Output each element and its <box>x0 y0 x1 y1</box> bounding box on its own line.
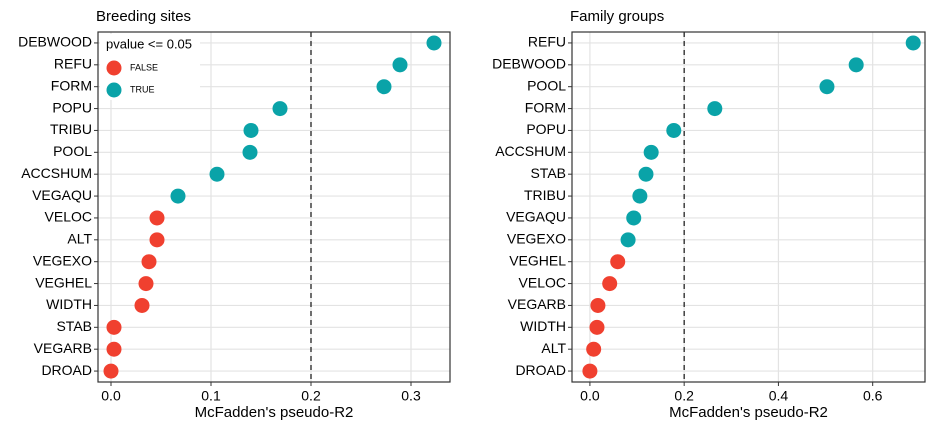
y-tick-label: FORM <box>525 99 566 115</box>
x-axis-label: McFadden's pseudo-R2 <box>669 404 828 421</box>
dot <box>138 276 154 292</box>
legend-label: FALSE <box>130 62 158 72</box>
dot <box>848 57 864 73</box>
panel-title: Family groups <box>570 8 664 25</box>
y-tick-label: VEGAQU <box>32 187 92 203</box>
y-tick-label: VEGEXO <box>507 231 566 247</box>
dot <box>707 101 723 117</box>
x-tick-label: 0.3 <box>401 388 421 404</box>
y-tick-label: ALT <box>67 231 92 247</box>
y-tick-label: VEGARB <box>508 296 566 312</box>
y-tick-label: DROAD <box>41 362 92 378</box>
y-tick-label: VEGAQU <box>506 209 566 225</box>
y-tick-label: ACCSHUM <box>495 143 566 159</box>
legend-swatch <box>106 82 122 98</box>
dot <box>149 232 165 248</box>
dot <box>638 166 654 182</box>
y-tick-label: WIDTH <box>46 296 92 312</box>
dot <box>643 144 659 160</box>
y-tick-label: POOL <box>53 143 92 159</box>
dot <box>149 210 165 226</box>
dot <box>243 122 259 138</box>
dot <box>134 297 150 313</box>
y-tick-label: VEGEXO <box>33 252 92 268</box>
dot <box>582 363 598 379</box>
dot <box>170 188 186 204</box>
legend-label: TRUE <box>130 84 155 94</box>
y-tick-label: FORM <box>51 77 92 93</box>
dot <box>106 319 122 335</box>
plot-frame <box>571 31 926 383</box>
x-tick-label: 0.1 <box>201 388 221 404</box>
dot <box>819 79 835 95</box>
x-tick-label: 0.6 <box>863 388 883 404</box>
dot <box>376 79 392 95</box>
x-tick-label: 0.2 <box>301 388 321 404</box>
dot <box>632 188 648 204</box>
y-tick-label: ACCSHUM <box>21 165 92 181</box>
y-tick-label: VELOC <box>45 209 92 225</box>
dot <box>589 319 605 335</box>
y-tick-label: VELOC <box>519 274 566 290</box>
plot-frame <box>97 31 451 383</box>
legend-title: pvalue <= 0.05 <box>106 36 192 51</box>
dot <box>590 297 606 313</box>
y-tick-label: POPU <box>52 99 92 115</box>
dot <box>392 57 408 73</box>
x-tick-label: 0.0 <box>580 388 600 404</box>
y-tick-label: POPU <box>526 121 566 137</box>
x-tick-label: 0.2 <box>674 388 694 404</box>
dot <box>106 341 122 357</box>
y-tick-label: DEBWOOD <box>492 56 566 72</box>
legend-swatch <box>106 60 122 76</box>
y-tick-label: VEGHEL <box>509 252 566 268</box>
y-tick-label: DEBWOOD <box>18 34 92 50</box>
y-tick-label: VEGARB <box>34 340 92 356</box>
dot <box>626 210 642 226</box>
x-axis-label: McFadden's pseudo-R2 <box>195 404 354 421</box>
y-tick-label: ALT <box>541 340 566 356</box>
y-tick-label: WIDTH <box>520 318 566 334</box>
dot <box>602 276 618 292</box>
y-tick-label: POOL <box>527 77 566 93</box>
dot <box>103 363 119 379</box>
y-tick-label: STAB <box>530 165 566 181</box>
dot <box>666 122 682 138</box>
dot <box>209 166 225 182</box>
x-tick-label: 0.0 <box>101 388 121 404</box>
dot <box>141 254 157 270</box>
y-tick-label: DROAD <box>515 362 566 378</box>
x-tick-label: 0.4 <box>769 388 789 404</box>
y-tick-label: TRIBU <box>50 121 92 137</box>
dot <box>242 144 258 160</box>
y-tick-label: STAB <box>56 318 92 334</box>
y-tick-label: TRIBU <box>524 187 566 203</box>
dot <box>905 35 921 51</box>
dot <box>586 341 602 357</box>
panel-title: Breeding sites <box>96 8 191 25</box>
dot <box>272 101 288 117</box>
y-tick-label: REFU <box>54 56 92 72</box>
dot <box>426 35 442 51</box>
dot <box>620 232 636 248</box>
dot <box>610 254 626 270</box>
y-tick-label: REFU <box>528 34 566 50</box>
y-tick-label: VEGHEL <box>35 274 92 290</box>
